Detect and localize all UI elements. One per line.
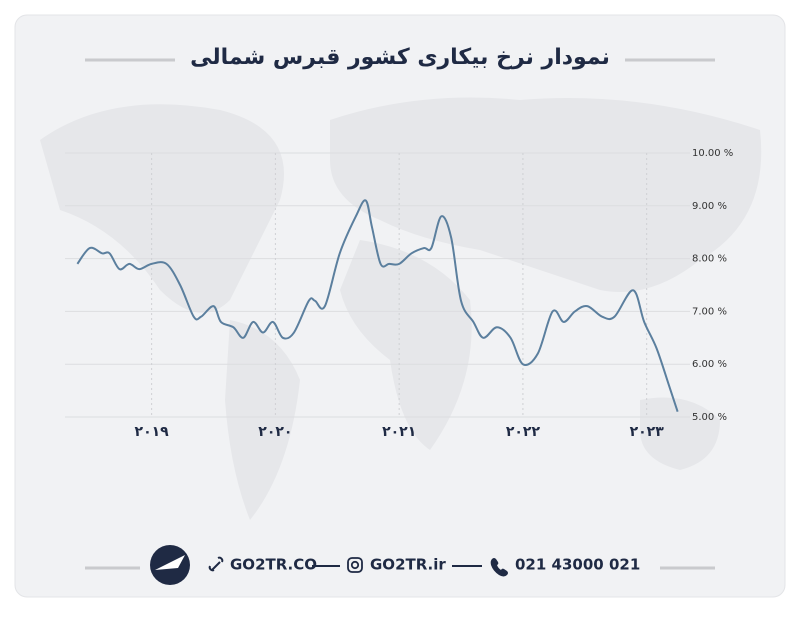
- plot: 5.00 % 6.00 % 7.00 % 8.00 % 9.00 % 10.00 % ۲۰۱…: [65, 148, 733, 440]
- y-tick-label: 5.00 %: [692, 412, 727, 423]
- chart-title: نمودار نرخ بیکاری کشور قبرس شمالی: [190, 45, 610, 70]
- y-tick-label: 6.00 %: [692, 359, 727, 370]
- instagram-icon: [347, 557, 363, 573]
- line: [76, 199, 679, 413]
- logo: [150, 545, 190, 585]
- phone-icon: [490, 558, 508, 577]
- link-icon: [208, 556, 224, 572]
- x-tick-label: ۲۰۲۰: [258, 424, 292, 440]
- y-tick-label: 7.00 %: [692, 306, 727, 317]
- x-tick-label: ۲۰۲۳: [630, 424, 665, 440]
- phone: 021 43000 021: [515, 556, 640, 574]
- y-tick-label: 9.00 %: [692, 201, 727, 212]
- y-tick-label: 10.00 %: [692, 148, 733, 159]
- x-tick-label: ۲۰۲۱: [382, 424, 416, 440]
- website: GO2TR.CO: [230, 556, 317, 574]
- y-tick-label: 8.00 %: [692, 254, 727, 265]
- world-map: [40, 97, 762, 520]
- instagram: GO2TR.ir: [370, 556, 446, 574]
- x-tick-label: ۲۰۲۲: [506, 424, 541, 440]
- x-tick-label: ۲۰۱۹: [135, 424, 170, 440]
